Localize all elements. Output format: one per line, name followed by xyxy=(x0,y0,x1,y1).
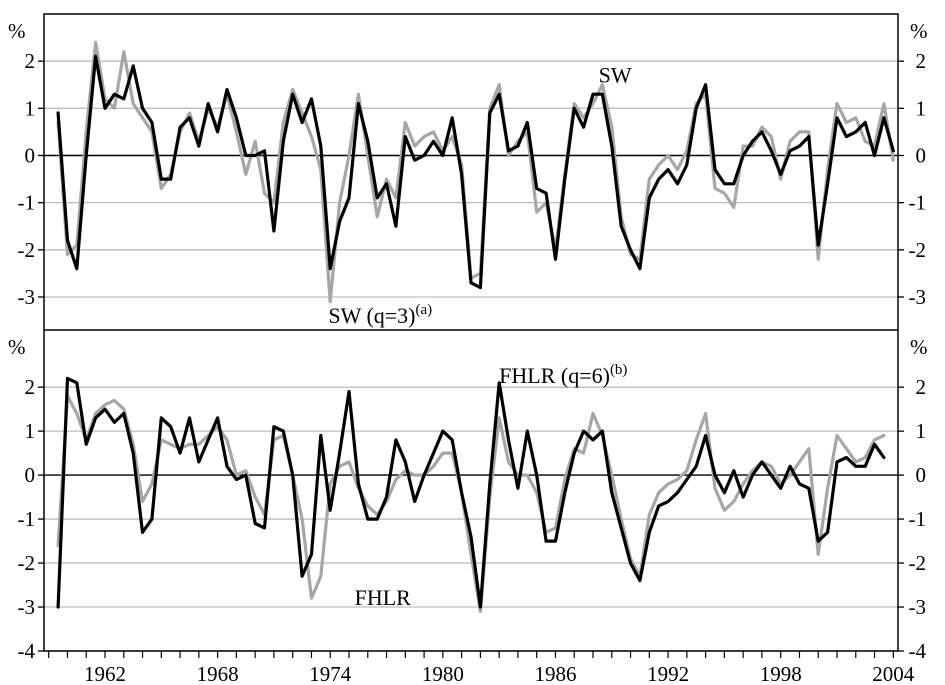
y-tick-label-right: -3 xyxy=(909,595,927,619)
y-tick-label-left: 2 xyxy=(25,49,36,73)
x-tick-label: 1992 xyxy=(647,662,689,685)
y-tick-label-right: 2 xyxy=(916,375,927,399)
y-tick-label-right: 0 xyxy=(916,463,927,487)
top-panel-series xyxy=(56,40,895,304)
y-tick-label-left: 2 xyxy=(25,375,36,399)
y-tick-label-left: 1 xyxy=(25,96,36,120)
x-tick-label: 1980 xyxy=(422,662,464,685)
series-line-bottom-0 xyxy=(56,376,886,609)
bottom-panel-labels: 2 21 10 0-1 -1-2 -2-3 -3-4 -4% %FHLR (q=6)(b)FHL… xyxy=(8,335,928,663)
unit-label-left: % xyxy=(8,19,26,43)
y-tick-label-left: -2 xyxy=(18,551,36,575)
y-tick-label-right: 1 xyxy=(916,419,927,443)
y-tick-label-right: -4 xyxy=(909,639,927,663)
y-tick-label-left: -3 xyxy=(18,285,36,309)
annotation-text: FHLR xyxy=(355,585,412,610)
series-line-bottom-1 xyxy=(56,394,886,614)
chart-frame xyxy=(43,13,899,652)
y-tick-label-right: -1 xyxy=(909,191,927,215)
y-tick-label-right: -3 xyxy=(909,285,927,309)
series-annotation: SW (q=3)(a) xyxy=(328,302,432,328)
y-tick-label-left: -4 xyxy=(18,639,36,663)
bottom-panel: 2 21 10 0-1 -1-2 -2-3 -3-4 -4% %FHLR (q=6)(b)FHL… xyxy=(8,335,928,663)
annotation-text: SW xyxy=(599,62,632,87)
top-panel-labels: 2 2 1 1 0 0 -1 -1 -2 -2 -3 -3% % SW SW (q=3)(a) xyxy=(8,19,928,328)
x-tick-label: 1968 xyxy=(197,662,239,685)
y-tick-label-right: -2 xyxy=(909,551,927,575)
series-line-top-1 xyxy=(56,40,895,304)
x-tick-label: 2004 xyxy=(872,662,915,685)
y-tick-label-left: -1 xyxy=(18,507,36,531)
x-tick-label: 1974 xyxy=(309,662,352,685)
annotation-superscript: (b) xyxy=(610,362,628,378)
y-tick-label-left: -2 xyxy=(18,238,36,262)
x-axis: 1962 1968 1974 1980 1986 1992 1998 2004 xyxy=(48,651,915,685)
y-tick-label-left: -1 xyxy=(18,191,36,215)
y-tick-label-left: 1 xyxy=(25,419,36,443)
plot-border xyxy=(43,13,899,652)
top-panel: 2 2 1 1 0 0 -1 -1 -2 -2 -3 -3% % SW SW (q=3)(a) xyxy=(8,19,928,328)
y-tick-label-left: -3 xyxy=(18,595,36,619)
annotation-superscript: (a) xyxy=(416,302,433,318)
y-tick-label-right: 2 xyxy=(916,49,927,73)
y-tick-label-right: 1 xyxy=(916,96,927,120)
y-tick-label-right: 0 xyxy=(916,143,927,167)
series-annotation: SW xyxy=(599,62,632,87)
y-tick-label-left: 0 xyxy=(25,143,36,167)
unit-label-right: % xyxy=(910,335,928,359)
y-tick-label-right: -1 xyxy=(909,507,927,531)
x-tick-label: 1962 xyxy=(84,662,126,685)
series-annotation: FHLR (q=6)(b) xyxy=(499,362,627,388)
annotation-text: SW (q=3) xyxy=(328,303,415,328)
unit-label-right: % xyxy=(910,19,928,43)
annotation-text: FHLR (q=6) xyxy=(499,363,610,388)
y-tick-label-left: 0 xyxy=(25,463,36,487)
top-panel-gridlines xyxy=(44,60,898,298)
x-tick-label: 1998 xyxy=(760,662,802,685)
x-tick-label: 1986 xyxy=(534,662,576,685)
unit-label-left: % xyxy=(8,335,26,359)
series-annotation: FHLR xyxy=(355,585,412,610)
series-line-top-0 xyxy=(56,54,895,290)
bottom-panel-series xyxy=(56,376,886,614)
y-tick-label-right: -2 xyxy=(909,238,927,262)
